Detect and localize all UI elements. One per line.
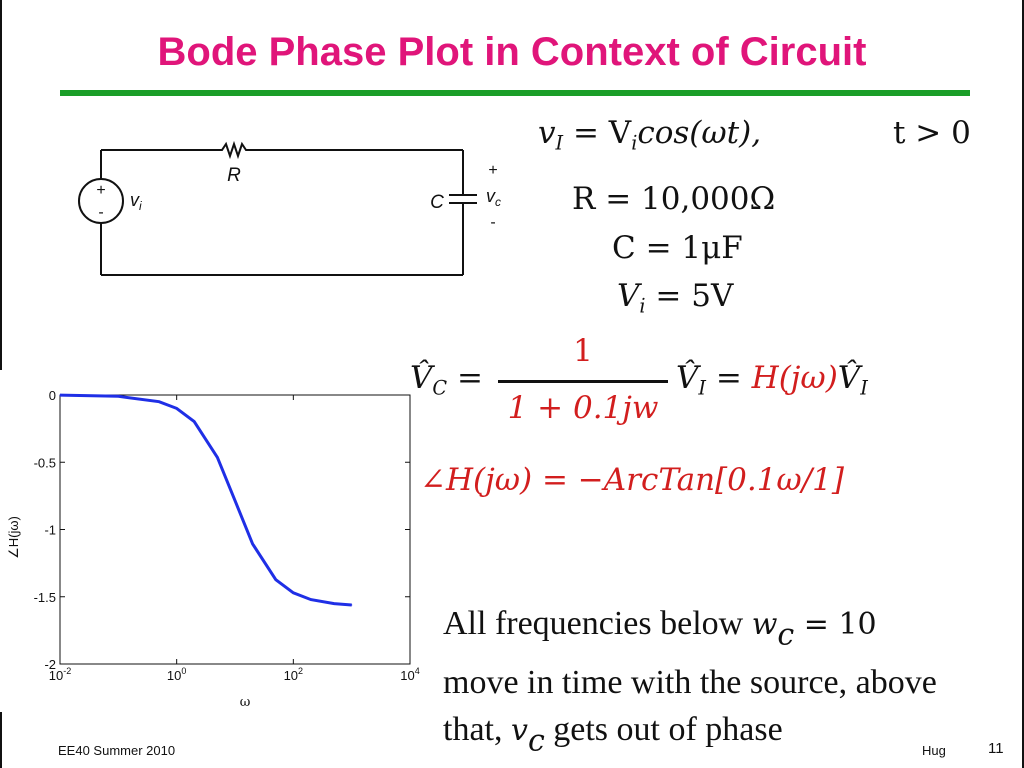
source-plus-sign: + — [96, 182, 105, 199]
para-line-2: move in time with the source, above — [443, 663, 937, 701]
x-tick-label-2: 102 — [284, 666, 303, 683]
para-line-3: that, vc gets out of phase — [443, 710, 783, 759]
data-point-0-4 — [193, 420, 195, 423]
source-equation: vI = Vicos(ωt), — [538, 115, 761, 155]
source-label: vi — [130, 190, 142, 213]
capacitance-value: C = 1μF — [612, 230, 743, 266]
output-minus-sign: - — [490, 214, 495, 231]
time-condition: t > 0 — [893, 115, 971, 151]
phase-equation: ∠H(jω) = −ArcTan[0.1ω/1] — [420, 462, 844, 498]
explanation-paragraph: All frequencies below wc = 10 move in ti… — [443, 600, 1023, 764]
data-point-0-7 — [251, 543, 254, 545]
source-label-sub: i — [139, 199, 142, 213]
transfer-denominator: 1 + 0.1jw — [507, 390, 659, 426]
eq1-lhs-sub: I — [555, 131, 564, 155]
slide-border-left — [0, 0, 2, 370]
output-label-main: v — [486, 186, 496, 206]
resistance-value: R = 10,000Ω — [572, 181, 776, 217]
data-point-0-6 — [234, 499, 236, 502]
data-point-0-10 — [310, 598, 312, 601]
data-point-0-12 — [351, 604, 353, 606]
y-axis-label: ∠H(jω) — [6, 516, 21, 559]
x-tick-label-0: 10-2 — [49, 666, 71, 683]
x-tick-label-1: 100 — [167, 666, 186, 683]
source-amplitude: Vi = 5V — [617, 278, 734, 318]
circuit-wire-top — [101, 140, 463, 160]
slide-border-right — [1022, 0, 1024, 768]
footer-course: EE40 Summer 2010 — [58, 743, 176, 758]
data-point-0-0 — [59, 394, 61, 396]
x-axis-label: ω — [240, 695, 251, 710]
page-number: 11 — [988, 740, 1004, 757]
transfer-h: H(jω) — [751, 360, 838, 396]
voltage-source-symbol — [78, 178, 124, 224]
transfer-lhs: V̂C = — [410, 360, 483, 400]
slide-title: Bode Phase Plot in Context of Circuit — [157, 30, 867, 74]
phase-rhs: = −ArcTan[0.1ω/1] — [532, 462, 844, 498]
data-point-0-9 — [292, 592, 294, 594]
eq1-lhs: v — [538, 115, 556, 151]
title-underline — [60, 90, 970, 96]
source-label-main: v — [130, 190, 140, 210]
output-label-sub: c — [495, 195, 501, 209]
eq1-rhs-sub: i — [631, 131, 638, 155]
data-point-0-3 — [176, 407, 178, 410]
resistor-label: R — [227, 165, 241, 186]
data-point-0-1 — [117, 395, 119, 397]
capacitor-label: C — [430, 192, 444, 213]
y-tick-label-2: -1 — [44, 523, 56, 538]
x-tick-label-3: 104 — [400, 666, 419, 683]
source-minus-sign: - — [98, 204, 103, 221]
footer-author: Hug — [922, 743, 946, 758]
rc-circuit-diagram: + - vi R C + vc - — [78, 140, 501, 276]
y-tick-label-3: -1.5 — [34, 590, 56, 605]
output-label: vc — [486, 186, 501, 209]
phase-lhs: ∠H(jω) — [420, 462, 533, 498]
transfer-rhs: V̂I = H(jω)V̂I — [676, 360, 868, 400]
y-tick-label-0: 0 — [49, 388, 56, 403]
data-point-0-5 — [216, 456, 219, 459]
data-point-0-2 — [158, 401, 160, 403]
transfer-numerator: 1 — [573, 333, 593, 369]
output-plus-sign: + — [488, 162, 497, 179]
eq1-rhs-b: cos(ωt), — [637, 115, 762, 151]
slide-border-left-lower — [0, 712, 2, 768]
y-tick-label-4: -2 — [44, 657, 56, 672]
plot-frame — [59, 394, 411, 665]
bode-phase-chart: 0 -0.5 -1 -1.5 -210-2 100 102 104 ω ∠H(jω) — [6, 388, 420, 710]
data-point-0-8 — [275, 579, 277, 581]
y-tick-label-1: -0.5 — [34, 455, 56, 470]
fraction-bar — [498, 380, 668, 383]
para-line-1: All frequencies below wc = 10 — [443, 605, 877, 653]
data-point-0-11 — [333, 603, 335, 605]
eq1-rhs-a: = V — [563, 115, 632, 151]
